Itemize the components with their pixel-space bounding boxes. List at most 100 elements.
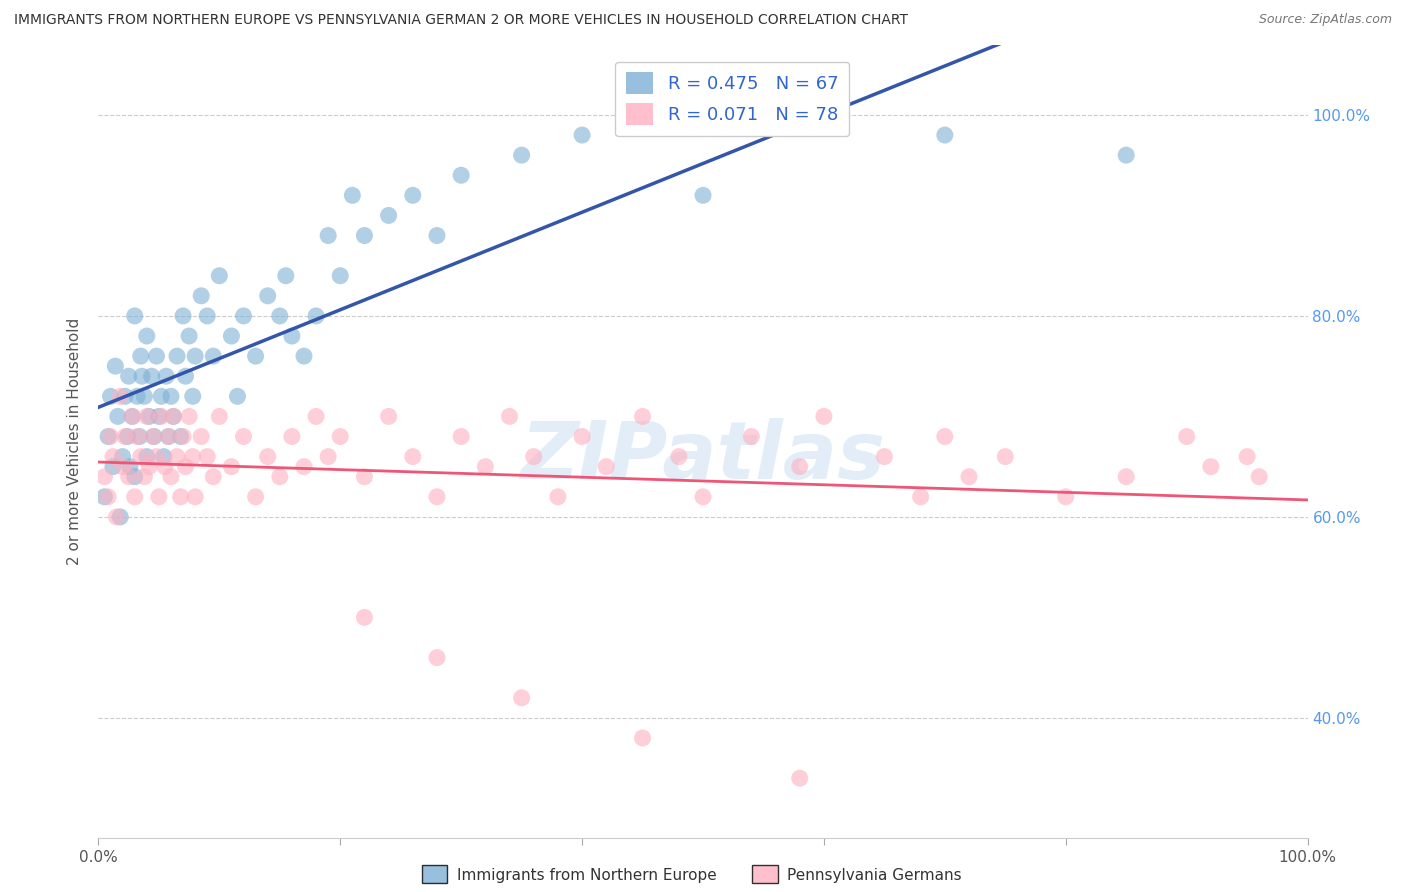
Point [100,389,122,403]
Point [129,349,152,363]
Point [157,429,180,443]
Point [292,459,315,474]
Point [157,429,180,443]
Point [169,490,191,504]
Point [813,409,835,424]
Point [111,459,134,474]
Point [329,268,352,283]
Point [184,349,207,363]
Point [377,209,399,223]
Point [153,459,176,474]
Point [426,228,449,243]
Point [269,469,291,483]
Point [934,429,956,443]
Point [190,289,212,303]
Point [523,450,546,464]
Point [274,268,297,283]
Point [595,459,617,474]
Point [172,429,194,443]
Text: Immigrants from Northern Europe: Immigrants from Northern Europe [457,869,717,883]
Point [97,490,120,504]
Point [226,389,249,403]
Point [281,429,304,443]
Point [152,450,174,464]
Point [668,450,690,464]
Point [221,329,243,343]
Point [150,389,173,403]
Point [957,469,980,483]
Point [402,450,425,464]
Point [208,268,231,283]
Point [498,409,520,424]
Point [101,450,124,464]
Point [740,429,762,443]
Point [281,329,304,343]
Point [155,369,177,384]
Point [571,429,593,443]
Point [166,450,188,464]
Point [631,731,654,745]
Point [181,389,204,403]
Point [789,459,811,474]
Point [305,309,328,323]
Point [148,409,170,424]
Point [692,188,714,202]
Point [377,409,399,424]
Point [129,450,152,464]
Point [127,389,149,403]
Point [128,429,150,443]
Point [172,309,194,323]
Point [353,228,375,243]
Point [142,429,165,443]
Point [135,450,157,464]
Point [934,128,956,142]
Point [134,469,156,483]
Point [135,409,157,424]
Point [166,349,188,363]
Point [202,349,225,363]
Point [353,610,375,624]
Point [141,369,163,384]
Point [174,369,197,384]
Point [127,429,149,443]
Point [184,490,207,504]
Point [121,409,143,424]
Point [93,490,115,504]
Point [692,490,714,504]
Legend: R = 0.475   N = 67, R = 0.071   N = 78: R = 0.475 N = 67, R = 0.071 N = 78 [616,62,849,136]
Point [353,469,375,483]
Point [910,490,932,504]
Point [510,690,533,705]
Point [292,349,315,363]
Point [179,329,201,343]
Point [138,409,160,424]
Point [143,429,166,443]
Point [221,459,243,474]
Point [316,450,339,464]
Point [256,289,278,303]
Point [108,389,131,403]
Point [994,450,1017,464]
Point [305,409,328,424]
Point [104,359,127,374]
Point [105,509,128,524]
Point [124,469,146,483]
Point [124,490,146,504]
Point [510,148,533,162]
Point [118,369,141,384]
Point [631,409,654,424]
Point [426,490,449,504]
Point [256,450,278,464]
Point [342,188,364,202]
Point [1054,490,1077,504]
Point [145,450,167,464]
Point [131,369,153,384]
Point [571,128,593,142]
Point [450,168,472,182]
Point [873,450,896,464]
Text: IMMIGRANTS FROM NORTHERN EUROPE VS PENNSYLVANIA GERMAN 2 OR MORE VEHICLES IN HOU: IMMIGRANTS FROM NORTHERN EUROPE VS PENNS… [14,13,908,28]
Point [114,429,136,443]
Point [1199,459,1222,474]
Point [195,450,218,464]
Point [208,409,231,424]
